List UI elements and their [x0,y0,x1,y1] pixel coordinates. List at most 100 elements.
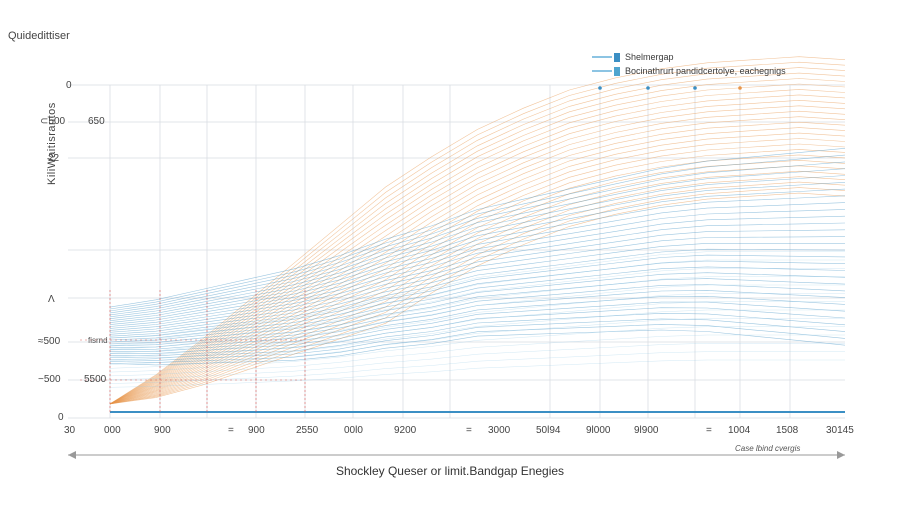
series-1-line-19 [109,215,846,327]
legend-item-0: Shelmergap [592,50,786,64]
y-label-3: Λ [48,294,55,305]
series-0-line-19 [109,89,846,405]
series-1-line-21 [109,202,846,323]
series-1-line-13 [109,254,846,339]
fan-line-13 [109,251,845,339]
x-tick-1: 000 [104,425,121,436]
x-tick-12: 9l900 [634,425,659,436]
series-1-line-0 [109,329,846,366]
top-marker-0 [598,86,602,90]
fan-line-11 [109,268,845,346]
series-0-line-24 [109,61,846,405]
legend-item-1: Bocinathrurt pandidcertolye, eachegnigs [592,64,786,78]
series-1-line-3 [109,312,846,359]
fan-line-4 [109,326,845,373]
fan-line-9 [109,284,845,354]
series-1-line-15 [109,243,845,335]
series-1-line-22 [109,195,846,321]
top-marker-1 [646,86,650,90]
series-0-line-10 [109,138,846,405]
x-tick-16: 30145 [826,425,854,436]
series-0-line-11 [109,132,846,405]
fan-line-0 [109,359,845,388]
x-tick-14: 1004 [728,425,751,436]
series-0-line-14 [109,116,846,405]
series-0-line-2 [109,181,846,405]
x-tick-2: 900 [154,425,171,436]
series-1-line-27 [109,161,846,312]
top-marker-2 [693,86,697,90]
fan-line-7 [109,301,845,362]
series-1-line-20 [109,209,846,325]
fan-line-12 [109,259,845,343]
y-label-4: ≈500 [38,336,61,347]
series-1-line-25 [109,175,846,316]
series-1-line-26 [109,168,846,314]
series-1-line-16 [109,236,846,333]
y-inner-label-0: 650 [88,116,105,127]
fan-line-5 [109,318,845,369]
series-0-line-18 [109,94,846,405]
fan-line-3 [109,334,845,377]
x-tick-11: 9l000 [586,425,611,436]
fan-line-6 [109,309,845,365]
legend-label-0: Shelmergap [625,52,674,62]
y-inner-label-1: 5500 [84,374,107,385]
series-0-line-6 [109,159,846,405]
legend-swatch-1 [614,66,620,76]
y-label-1: ⊂500 [40,116,66,127]
series-1-line-17 [109,229,846,331]
x-tick-4: 900 [248,425,265,436]
annotation-label: fisrnd [88,336,108,345]
x-tick-6: 00l0 [344,425,363,436]
fan-line-2 [109,343,845,380]
series-0-line-25 [109,56,846,405]
series-0-line-15 [109,110,846,405]
series-1-line-14 [109,248,846,337]
right-note: Case lbind cvergis [735,444,801,453]
legend-line-1 [592,70,612,72]
series-1-line-2 [109,318,846,361]
series-1-line-5 [110,301,846,354]
y-label-2: 22 [48,153,60,164]
legend-label-1: Bocinathrurt pandidcertolye, eachegnigs [625,66,786,76]
series-1-line-24 [109,182,846,318]
series-1-line-1 [109,324,846,363]
series-0-line-3 [109,176,846,405]
x-tick-15: 1508 [776,425,799,436]
legend-swatch-0 [614,52,620,62]
y-axis-rotated-label: KiliWaitisrantos [46,102,58,185]
series-0-line-9 [109,143,846,405]
x-tick-9: 3000 [488,425,511,436]
y-label-0: 0 [66,80,72,91]
x-tick-3: = [228,425,234,436]
series-1-line-8 [109,284,846,349]
y-label-5: −500 [38,374,61,385]
series-1-line-29 [109,148,846,308]
legend-line-0 [592,56,612,58]
series-0-line-5 [109,165,846,405]
fan-line-8 [109,293,845,358]
x-tick-10: 50l94 [536,425,561,436]
series-1-line-23 [109,188,846,319]
series-1-line-6 [109,295,846,353]
series-0-line-8 [109,149,846,405]
fan-line-1 [109,351,845,384]
x-axis-arrow-right [837,451,845,459]
series-0-line-17 [109,99,846,405]
series-0-line-23 [109,67,846,405]
fan-line-10 [109,276,845,350]
series-1-line-11 [109,266,846,343]
series-1-line-9 [109,278,846,347]
bottom-title: Shockley Queser or limit.Bandgap Enegies [335,464,565,478]
x-tick-8: = [466,425,472,436]
series-0-line-16 [109,105,846,405]
series-0-line-0 [109,192,846,405]
x-tick-0: 30 [64,425,76,436]
x-tick-13: = [706,425,712,436]
series-1-line-10 [109,272,846,345]
x-axis-arrow-left [68,451,76,459]
chart-title: Quidedittiser [8,30,70,42]
series-0-line-22 [109,72,846,405]
